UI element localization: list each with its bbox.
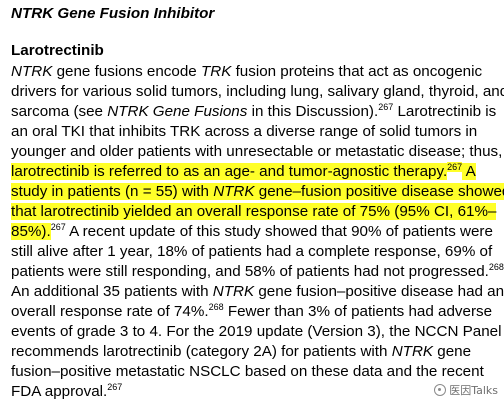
italic-gene-term: NTRK [11,63,53,80]
text-segment: gene fusion–positive disease had an [254,283,504,300]
text-segment: recommends larotrectinib (category 2A) f… [11,343,392,360]
text-segment: an oral TKI that inhibits TRK across a d… [11,123,478,140]
citation-superscript: 268 [488,262,504,272]
text-line: 85%).267 A recent update of this study s… [11,222,493,242]
italic-gene-term: TRK [200,63,232,80]
italic-gene-term: NTRK [213,183,255,200]
italic-gene-term: NTRK Gene Fusions [107,103,248,120]
text-segment: fusion–positive metastatic NSCLC based o… [11,363,484,380]
text-segment: Larotrectinib is [393,103,497,120]
citation-superscript: 267 [50,222,66,232]
text-segment: study in patients (n = 55) with [11,183,214,200]
text-segment: that larotrectinib yielded an overall re… [11,203,497,220]
text-line: events of grade 3 to 4. For the 2019 upd… [11,322,502,342]
text-segment: 85%). [11,223,51,240]
text-line: study in patients (n = 55) with NTRK gen… [11,182,504,202]
text-line: recommends larotrectinib (category 2A) f… [11,342,471,362]
text-line: sarcoma (see NTRK Gene Fusions in this D… [11,102,496,122]
watermark-text: 医因Talks [449,384,498,397]
text-segment: events of grade 3 to 4. For the 2019 upd… [11,323,502,340]
text-segment: An additional 35 patients with [11,283,213,300]
document-page: NTRK Gene Fusion Inhibitor Larotrectinib… [11,4,504,400]
text-line: an oral TKI that inhibits TRK across a d… [11,122,477,142]
drug-subheading: Larotrectinib [11,42,104,59]
text-segment: sarcoma (see [11,103,108,120]
italic-gene-term: NTRK [212,283,255,300]
text-line: larotrectinib is referred to as an age- … [11,162,476,182]
text-segment: A recent update of this study showed tha… [65,223,493,240]
text-line: FDA approval.267 [11,382,122,402]
text-segment: overall response rate of 74%. [11,303,209,320]
text-line: fusion–positive metastatic NSCLC based o… [11,362,484,382]
citation-superscript: 268 [208,302,224,312]
text-segment: Fewer than 3% of patients had adverse [223,303,493,320]
text-segment: younger and older patients with unresect… [11,143,503,160]
text-segment: gene [433,343,472,360]
citation-superscript: 267 [447,162,463,172]
text-line: patients were still responding, and 58% … [11,262,504,282]
text-segment: drivers for various solid tumors, includ… [11,83,504,100]
italic-gene-term: NTRK [391,343,434,360]
text-line: An additional 35 patients with NTRK gene… [11,282,504,302]
text-line: still alive after 1 year, 18% of patient… [11,242,492,262]
text-line: younger and older patients with unresect… [11,142,502,162]
text-line: drivers for various solid tumors, includ… [11,82,504,102]
body-paragraph: NTRK gene fusions encode TRK fusion prot… [11,62,504,400]
text-segment: still alive after 1 year, 18% of patient… [11,243,493,260]
text-segment: in this Discussion). [247,103,379,120]
text-segment: patients were still responding, and 58% … [11,263,489,280]
wechat-logo-icon [434,384,447,396]
text-segment: fusion proteins that act as oncogenic [231,63,483,80]
citation-superscript: 267 [107,382,123,392]
section-heading: NTRK Gene Fusion Inhibitor [11,5,215,22]
text-segment: FDA approval. [11,383,108,400]
text-segment: gene–fusion positive disease showed [254,183,504,200]
text-line: that larotrectinib yielded an overall re… [11,202,497,222]
text-segment: A [462,163,476,180]
citation-superscript: 267 [378,102,394,112]
text-segment: larotrectinib is referred to as an age- … [11,163,448,180]
text-line: overall response rate of 74%.268 Fewer t… [11,302,492,322]
text-line: NTRK gene fusions encode TRK fusion prot… [11,62,482,82]
watermark: 医因Talks [434,382,498,398]
text-segment: gene fusions encode [52,63,201,80]
